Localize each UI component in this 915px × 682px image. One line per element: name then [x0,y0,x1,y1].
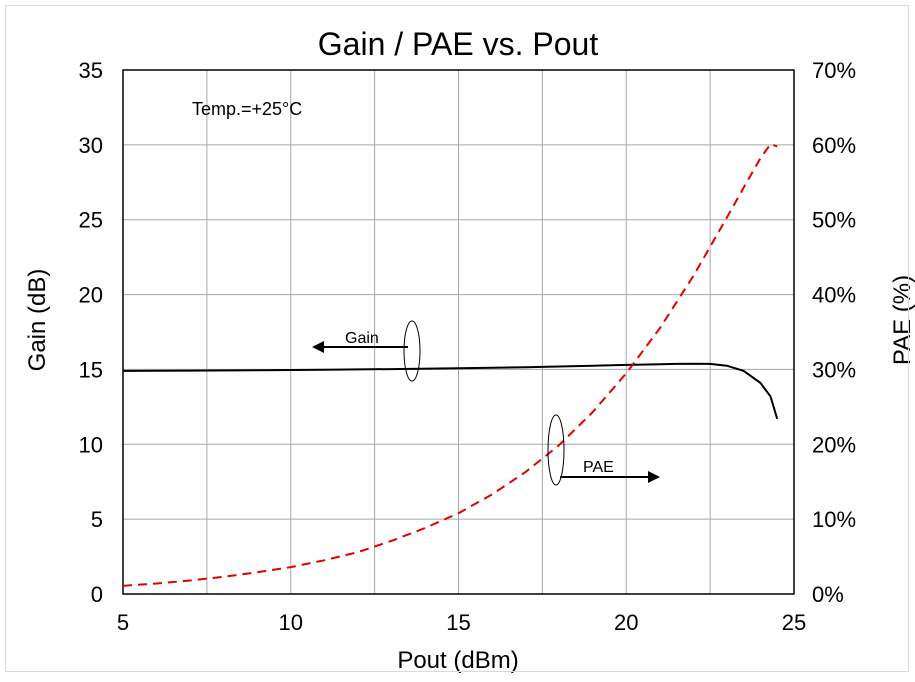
pae-callout-ellipse [547,414,565,486]
y-tick-label: 5 [91,507,103,532]
y-tick-label: 15 [79,357,103,382]
y2-tick-label: 20% [812,432,856,457]
series-line-gain [122,362,779,420]
gain-callout-label: Gain [345,330,379,347]
y-tick-label: 10 [79,432,103,457]
gain-callout-ellipse [403,320,421,382]
x-tick-label: 5 [117,610,129,635]
y2-tick-label: 50% [812,208,856,233]
x-tick-label: 25 [782,610,806,635]
y2-tick-label: 10% [812,507,856,532]
y-tick-label: 25 [79,208,103,233]
y-tick-label: 35 [79,58,103,83]
series-layer [122,142,779,587]
y2-tick-label: 0% [812,582,844,607]
pae-callout-label: PAE [583,459,614,476]
series-line-pae [122,142,778,587]
y-tick-label: 0 [91,582,103,607]
x-axis-label: Pout (dBm) [397,647,518,674]
pae-callout-arrowhead [648,471,660,483]
y2-tick-label: 40% [812,283,856,308]
x-tick-label: 20 [614,610,638,635]
y-tick-label: 20 [79,283,103,308]
x-tick-label: 15 [446,610,470,635]
x-tick-label: 10 [279,610,303,635]
y2-axis-label: PAE (%) [889,275,915,365]
chart-title: Gain / PAE vs. Pout [318,26,599,62]
plot-area-frame [122,69,795,595]
y-tick-label: 30 [79,133,103,158]
y2-tick-label: 60% [812,133,856,158]
temp-annotation: Temp.=+25°C [192,99,302,119]
y2-tick-label: 30% [812,357,856,382]
chart-border [5,5,909,672]
gain-callout-arrowhead [312,341,324,353]
y2-tick-label: 70% [812,58,856,83]
axis-layer: 5 10 15 20 25051015202530350%10%20%30%40%50%… [79,58,857,635]
y-axis-label: Gain (dB) [24,269,51,372]
callout-layer [312,320,660,486]
